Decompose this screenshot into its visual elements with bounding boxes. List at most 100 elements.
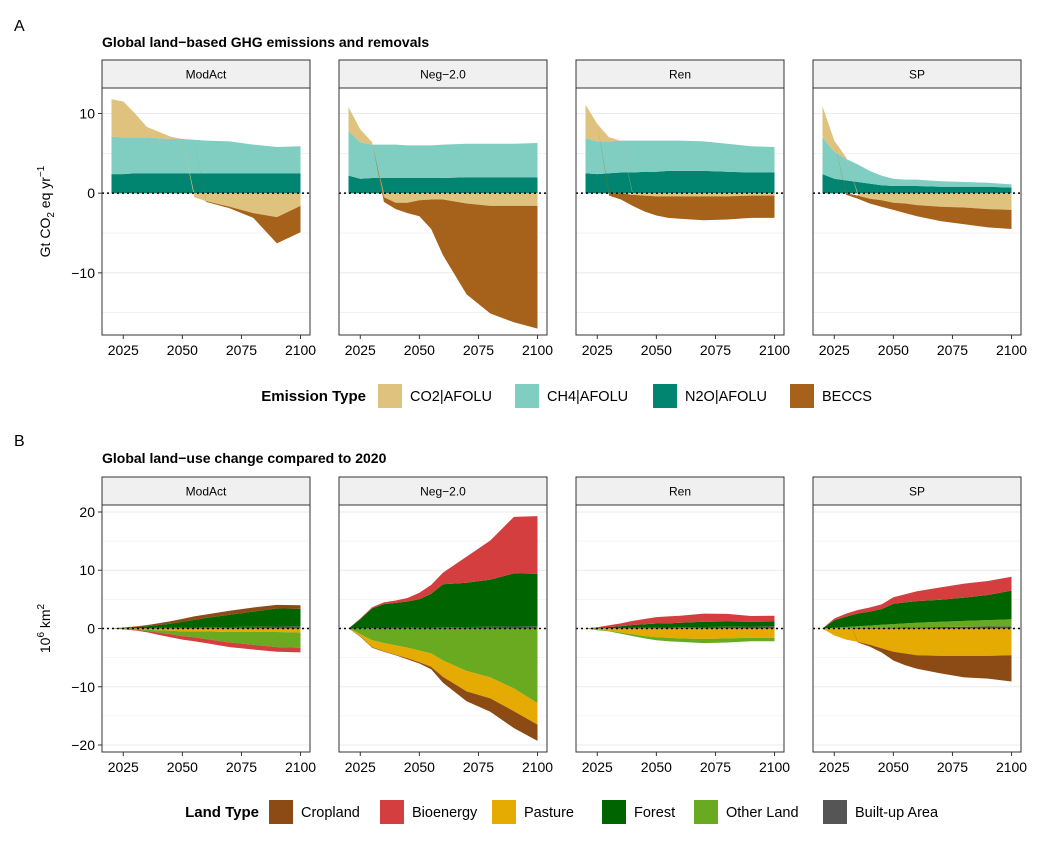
panel-border: [338, 87, 548, 336]
area-bioenergy: [348, 516, 538, 629]
x-tick-label: 2025: [345, 342, 376, 358]
legend-key-co2-afolu: [378, 384, 402, 408]
area-bioenergy: [111, 628, 301, 653]
x-tick-label: 2100: [522, 759, 553, 775]
facet-strip: [338, 59, 548, 89]
area-cropland: [822, 613, 1012, 682]
facet-strip: [101, 59, 311, 89]
x-tick-label: 2050: [641, 342, 672, 358]
x-tick-label: 2025: [345, 759, 376, 775]
x-tick-label: 2050: [404, 759, 435, 775]
legend-key-bioenergy: [380, 800, 404, 824]
area-beccs: [348, 107, 538, 329]
x-tick-label: 2050: [641, 759, 672, 775]
area-bioenergy: [822, 576, 1012, 629]
x-tick-label: 2075: [463, 342, 494, 358]
area-pasture: [585, 628, 775, 639]
legend-label: Forest: [634, 805, 675, 821]
panel-border: [101, 87, 311, 336]
facet-strip: [575, 59, 785, 89]
facet-label: Neg−2.0: [420, 485, 466, 499]
x-tick-label: 2025: [819, 342, 850, 358]
x-tick-label: 2075: [463, 759, 494, 775]
y-tick-label: −10: [71, 679, 95, 695]
legend-label: CH4|AFOLU: [547, 389, 628, 405]
x-tick-label: 2100: [996, 759, 1027, 775]
legend-label: N2O|AFOLU: [685, 389, 767, 405]
y-tick-label: 0: [87, 185, 95, 201]
legend-key-forest: [602, 800, 626, 824]
area-n2o-afolu: [585, 170, 775, 194]
area-cropland: [111, 604, 301, 629]
y-tick-label: −10: [71, 265, 95, 281]
panel-border: [575, 504, 785, 753]
area-pasture: [111, 628, 301, 633]
chart-title: Global land−use change compared to 2020: [102, 450, 387, 466]
area-n2o-afolu: [111, 173, 301, 194]
facet-strip: [101, 476, 311, 506]
facet-modact: ModAct 2025 2050 2075 2100: [101, 59, 316, 358]
y-tick-label: 10: [79, 562, 95, 578]
x-tick-label: 2025: [582, 759, 613, 775]
x-tick-label: 2100: [996, 342, 1027, 358]
legend-key-beccs: [790, 384, 814, 408]
legend-key-other-land: [694, 800, 718, 824]
legend-label: BECCS: [822, 389, 872, 405]
area-ch4-afolu: [348, 131, 538, 179]
area-other-land: [822, 619, 1012, 629]
chart-b: B Global land−use change compared to 2020…: [14, 433, 1027, 824]
facet-strip: [575, 476, 785, 506]
area-beccs: [585, 104, 775, 221]
area-pasture: [348, 628, 538, 725]
area-n2o-afolu: [348, 175, 538, 194]
facet-strip: [338, 476, 548, 506]
panel-border: [575, 87, 785, 336]
y-axis-title-part: 10: [37, 637, 53, 653]
x-tick-label: 2025: [108, 342, 139, 358]
area-beccs: [822, 106, 1012, 229]
area-forest: [111, 608, 301, 629]
y-axis-title: Gt CO2 eq yr−1: [36, 165, 57, 257]
facet-neg-2-0: Neg−2.0 2025 2050 2075 2100: [338, 476, 553, 775]
x-tick-label: 2050: [878, 342, 909, 358]
facet-neg-2-0: Neg−2.0 2025 2050 2075 2100: [338, 59, 553, 358]
facet-sp: SP 2025 2050 2075 2100: [812, 59, 1027, 358]
legend-title: Emission Type: [261, 388, 366, 405]
facet-ren: Ren 2025 2050 2075 2100: [575, 476, 790, 775]
area-forest: [822, 590, 1012, 629]
legend-label: CO2|AFOLU: [410, 389, 492, 405]
area-n2o-afolu: [822, 174, 1012, 194]
area-other-land: [111, 628, 301, 648]
facet-strip: [812, 476, 1022, 506]
legend-key-cropland: [269, 800, 293, 824]
area-cropland: [348, 628, 538, 741]
x-tick-label: 2100: [759, 759, 790, 775]
legend-key-built-up-area: [823, 800, 847, 824]
facet-label: ModAct: [186, 485, 227, 499]
area-ch4-afolu: [111, 136, 301, 175]
y-axis-title-part: −1: [36, 165, 47, 177]
x-tick-label: 2100: [285, 759, 316, 775]
y-axis-title-part: Gt CO: [37, 218, 53, 258]
facet-label: Ren: [669, 68, 691, 82]
legend: Emission Type CO2|AFOLU CH4|AFOLU N2O|AFOLU…: [261, 384, 872, 408]
y-axis-title-part: 2: [46, 212, 57, 218]
panel-border: [338, 504, 548, 753]
facet-label: Ren: [669, 485, 691, 499]
chart-title: Global land−based GHG emissions and remo…: [102, 34, 429, 50]
y-axis-title-part: km: [37, 609, 53, 632]
x-tick-label: 2075: [226, 759, 257, 775]
legend-label: Built-up Area: [855, 805, 939, 821]
y-axis-title-part: 2: [36, 603, 47, 609]
area-bioenergy: [585, 613, 775, 629]
facet-ren: Ren 2025 2050 2075 2100: [575, 59, 790, 358]
y-tick-label: 20: [79, 504, 95, 520]
area-other-land: [585, 628, 775, 644]
x-tick-label: 2075: [937, 759, 968, 775]
area-forest: [348, 573, 538, 629]
x-tick-label: 2025: [582, 342, 613, 358]
x-tick-label: 2075: [937, 342, 968, 358]
legend-label: Bioenergy: [412, 805, 478, 821]
legend-key-pasture: [492, 800, 516, 824]
